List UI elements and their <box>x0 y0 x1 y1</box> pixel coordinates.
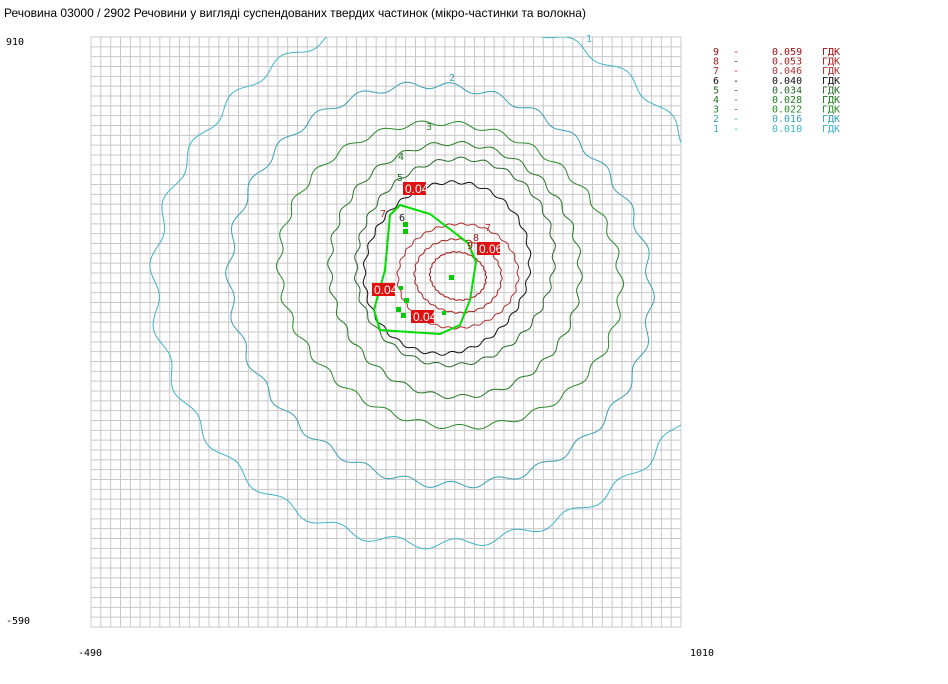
max-marker-box <box>403 182 426 195</box>
max-marker-label: 0.04 <box>413 310 437 324</box>
legend-level: 2 <box>713 114 719 125</box>
max-marker-label: 0.04 <box>405 182 429 196</box>
max-marker-label: 0.06 <box>479 242 503 256</box>
legend-dash: - <box>733 85 739 96</box>
contour-label: 3 <box>426 122 432 133</box>
legend-value: 0.010 <box>772 124 802 135</box>
x-left-label: -490 <box>78 648 102 659</box>
legend-level: 9 <box>713 47 719 58</box>
legend-unit: ГДК <box>822 124 840 135</box>
legend-dash: - <box>733 105 739 116</box>
contour-line <box>428 251 488 301</box>
legend-level: 6 <box>713 76 719 87</box>
contour-label: 6 <box>399 213 405 224</box>
contour-label: 2 <box>449 73 455 84</box>
contour-line <box>362 180 532 356</box>
sources <box>396 222 454 318</box>
legend-dash: - <box>733 76 739 87</box>
y-bottom-label: -590 <box>6 616 30 627</box>
legend-dash: - <box>733 57 739 68</box>
legend-value: 0.034 <box>772 85 802 96</box>
contour-label: 5 <box>397 173 403 184</box>
legend-value: 0.059 <box>772 47 802 58</box>
contour-line <box>225 81 655 489</box>
legend-level: 1 <box>713 124 719 135</box>
legend-unit: ГДК <box>822 85 840 96</box>
legend-dash: - <box>733 124 739 135</box>
y-top-label: 910 <box>6 37 24 48</box>
legend-dash: - <box>733 47 739 58</box>
legend-dash: - <box>733 114 739 125</box>
max-marker-box <box>372 283 395 296</box>
contour-label: 4 <box>398 152 404 163</box>
contour-line <box>327 140 583 400</box>
legend-unit: ГДК <box>822 95 840 106</box>
max-marker-box <box>411 310 434 323</box>
legend-level: 4 <box>713 95 719 106</box>
contour-label: 1 <box>586 34 592 45</box>
max-marker-box <box>477 242 500 255</box>
legend-level: 5 <box>713 85 719 96</box>
legend-level: 3 <box>713 105 719 116</box>
legend-value: 0.022 <box>772 105 802 116</box>
title: Речовина 03000 / 2902 Речовини у вигляді… <box>4 6 586 20</box>
legend-value: 0.053 <box>772 57 802 68</box>
contour-line <box>275 120 625 430</box>
legend-unit: ГДК <box>822 57 840 68</box>
contour-label: 8 <box>473 233 479 244</box>
legend-value: 0.028 <box>772 95 802 106</box>
legend-dash: - <box>733 95 739 106</box>
contour-label: 7 <box>485 223 491 234</box>
contour-label: 9 <box>467 241 473 252</box>
legend-value: 0.040 <box>772 76 802 87</box>
legend-level: 8 <box>713 57 719 68</box>
contours <box>149 37 681 550</box>
legend-unit: ГДК <box>822 66 840 77</box>
legend-dash: - <box>733 66 739 77</box>
legend-level: 7 <box>713 66 719 77</box>
contour-line <box>149 37 681 550</box>
grid <box>90 36 682 628</box>
legend-unit: ГДК <box>822 76 840 87</box>
zone-boundary <box>372 203 478 336</box>
legend: 9 - 0.059 ГДК 8 - 0.053 ГДК 7 - 0.046 ГДК 6 - 0.040 ГДК… <box>713 47 840 135</box>
legend-unit: ГДК <box>822 105 840 116</box>
x-right-label: 1010 <box>690 648 714 659</box>
legend-value: 0.046 <box>772 66 802 77</box>
contour-line <box>354 156 556 368</box>
legend-unit: ГДК <box>822 47 840 58</box>
legend-value: 0.016 <box>772 114 802 125</box>
legend-unit: ГДК <box>822 114 840 125</box>
contour-label: 7 <box>380 209 386 220</box>
max-marker-label: 0.04 <box>374 283 398 297</box>
contour-line <box>396 222 520 330</box>
